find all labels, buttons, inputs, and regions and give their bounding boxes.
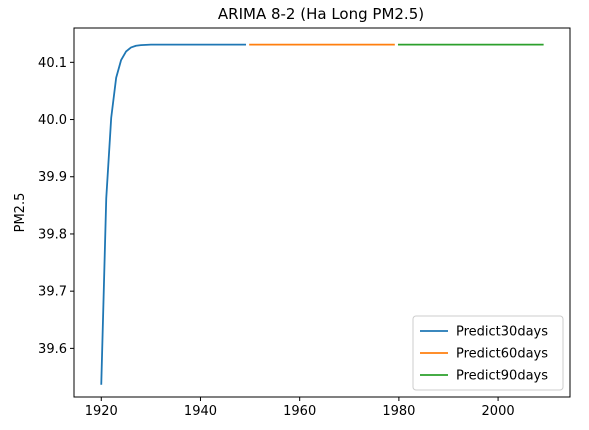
y-tick-label: 39.8 [38,227,67,242]
x-tick-label: 1980 [382,404,415,419]
y-tick-label: 39.7 [38,285,67,300]
legend-label: Predict30days [456,325,548,340]
chart-title: ARIMA 8-2 (Ha Long PM2.5) [218,5,424,23]
y-tick-label: 40.0 [38,113,67,128]
legend-label: Predict90days [456,369,548,384]
legend: Predict30days Predict60days Predict90days [413,316,563,390]
y-tick-label: 39.9 [38,170,67,185]
x-tick-label: 1920 [85,404,118,419]
legend-label: Predict60days [456,347,548,362]
y-tick-label: 39.6 [38,342,67,357]
x-tick-label: 2000 [482,404,515,419]
x-tick-label: 1940 [184,404,217,419]
y-axis-label: PM2.5 [13,193,28,233]
y-tick-label: 40.1 [38,56,67,71]
x-tick-label: 1960 [283,404,316,419]
